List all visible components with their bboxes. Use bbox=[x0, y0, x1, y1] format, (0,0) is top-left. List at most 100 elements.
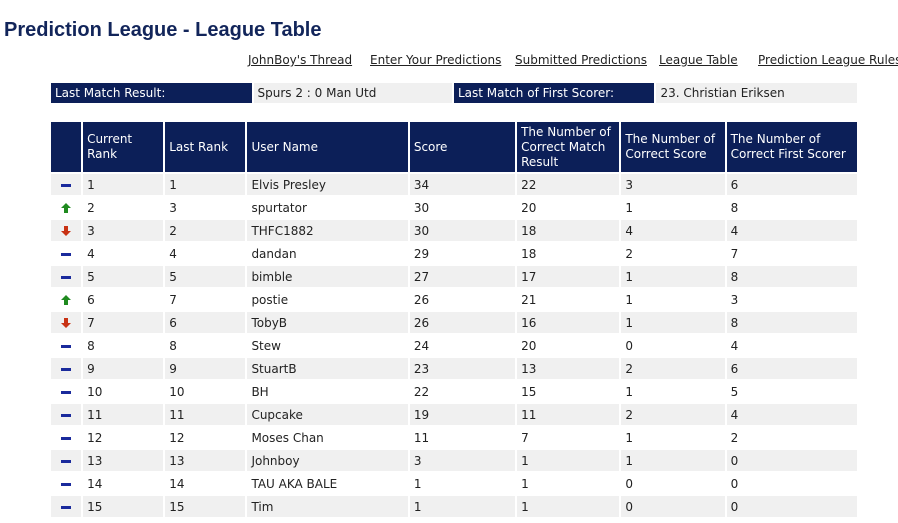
movement-cell bbox=[51, 266, 82, 287]
correct-score-cell: 2 bbox=[621, 358, 725, 379]
correct-scorer-cell: 5 bbox=[726, 381, 857, 402]
last-first-scorer-value: 23. Christian Eriksen bbox=[656, 83, 857, 103]
arrow-up-icon bbox=[60, 202, 72, 214]
correct-result-cell: 1 bbox=[517, 450, 620, 471]
nav-link-league-table[interactable]: League Table bbox=[659, 53, 738, 67]
correct-result-cell: 13 bbox=[517, 358, 620, 379]
last-rank-cell: 6 bbox=[165, 312, 246, 333]
user-name-cell: THFC1882 bbox=[247, 220, 408, 241]
nav-link-enter-predictions[interactable]: Enter Your Predictions bbox=[370, 53, 502, 67]
no-change-icon bbox=[60, 271, 72, 283]
no-change-icon bbox=[60, 409, 72, 421]
arrow-down-icon bbox=[60, 317, 72, 329]
current-rank-cell: 2 bbox=[83, 197, 164, 218]
current-rank-cell: 12 bbox=[83, 427, 164, 448]
table-row: 13 13 Johnboy 3 1 1 0 bbox=[51, 450, 857, 471]
score-cell: 26 bbox=[409, 289, 516, 310]
correct-result-cell: 20 bbox=[517, 335, 620, 356]
last-rank-cell: 5 bbox=[165, 266, 246, 287]
user-name-cell: Tim bbox=[247, 496, 408, 517]
last-rank-cell: 2 bbox=[165, 220, 246, 241]
current-rank-cell: 1 bbox=[83, 174, 164, 195]
table-header-row: Current Rank Last Rank User Name Score T… bbox=[51, 122, 857, 172]
table-row: 2 3 spurtator 30 20 1 8 bbox=[51, 197, 857, 218]
nav-link-johnboys-thread[interactable]: JohnBoy's Thread bbox=[248, 53, 353, 67]
current-rank-cell: 9 bbox=[83, 358, 164, 379]
score-cell: 30 bbox=[409, 220, 516, 241]
correct-score-cell: 4 bbox=[621, 220, 725, 241]
movement-cell bbox=[51, 197, 82, 218]
current-rank-cell: 6 bbox=[83, 289, 164, 310]
correct-result-cell: 11 bbox=[517, 404, 620, 425]
current-rank-cell: 13 bbox=[83, 450, 164, 471]
movement-cell bbox=[51, 496, 82, 517]
correct-scorer-cell: 4 bbox=[726, 335, 857, 356]
last-rank-cell: 14 bbox=[165, 473, 246, 494]
correct-scorer-cell: 3 bbox=[726, 289, 857, 310]
league-table: Current Rank Last Rank User Name Score T… bbox=[49, 120, 859, 519]
score-cell: 11 bbox=[409, 427, 516, 448]
last-rank-cell: 1 bbox=[165, 174, 246, 195]
table-row: 9 9 StuartB 23 13 2 6 bbox=[51, 358, 857, 379]
score-cell: 22 bbox=[409, 381, 516, 402]
correct-scorer-cell: 0 bbox=[726, 450, 857, 471]
user-name-cell: Moses Chan bbox=[247, 427, 408, 448]
user-name-cell: Stew bbox=[247, 335, 408, 356]
score-cell: 1 bbox=[409, 496, 516, 517]
last-rank-cell: 7 bbox=[165, 289, 246, 310]
last-rank-cell: 8 bbox=[165, 335, 246, 356]
no-change-icon bbox=[60, 340, 72, 352]
correct-scorer-cell: 7 bbox=[726, 243, 857, 264]
movement-cell bbox=[51, 427, 82, 448]
correct-result-cell: 17 bbox=[517, 266, 620, 287]
movement-cell bbox=[51, 312, 82, 333]
movement-cell bbox=[51, 174, 82, 195]
current-rank-cell: 11 bbox=[83, 404, 164, 425]
movement-cell bbox=[51, 404, 82, 425]
user-name-cell: TAU AKA BALE bbox=[247, 473, 408, 494]
correct-score-cell: 1 bbox=[621, 381, 725, 402]
correct-scorer-cell: 0 bbox=[726, 496, 857, 517]
movement-cell bbox=[51, 243, 82, 264]
score-cell: 23 bbox=[409, 358, 516, 379]
table-row: 4 4 dandan 29 18 2 7 bbox=[51, 243, 857, 264]
correct-score-cell: 2 bbox=[621, 404, 725, 425]
nav-link-rules[interactable]: Prediction League Rules bbox=[758, 53, 898, 67]
nav-link-submitted-predictions[interactable]: Submitted Predictions bbox=[515, 53, 647, 67]
user-name-cell: postie bbox=[247, 289, 408, 310]
col-header-last-rank: Last Rank bbox=[165, 122, 246, 172]
correct-score-cell: 1 bbox=[621, 312, 725, 333]
movement-cell bbox=[51, 358, 82, 379]
no-change-icon bbox=[60, 363, 72, 375]
top-nav: JohnBoy's Thread Enter Your Predictions … bbox=[0, 53, 898, 71]
last-match-result-label: Last Match Result: bbox=[51, 83, 252, 103]
correct-result-cell: 1 bbox=[517, 496, 620, 517]
col-header-user-name: User Name bbox=[247, 122, 408, 172]
correct-result-cell: 7 bbox=[517, 427, 620, 448]
score-cell: 24 bbox=[409, 335, 516, 356]
correct-scorer-cell: 0 bbox=[726, 473, 857, 494]
correct-result-cell: 15 bbox=[517, 381, 620, 402]
table-row: 3 2 THFC1882 30 18 4 4 bbox=[51, 220, 857, 241]
user-name-cell: StuartB bbox=[247, 358, 408, 379]
user-name-cell: TobyB bbox=[247, 312, 408, 333]
user-name-cell: dandan bbox=[247, 243, 408, 264]
score-cell: 26 bbox=[409, 312, 516, 333]
no-change-icon bbox=[60, 478, 72, 490]
movement-cell bbox=[51, 220, 82, 241]
col-header-score: Score bbox=[409, 122, 516, 172]
col-header-correct-first-scorer: The Number of Correct First Scorer bbox=[726, 122, 857, 172]
no-change-icon bbox=[60, 432, 72, 444]
user-name-cell: Elvis Presley bbox=[247, 174, 408, 195]
score-cell: 34 bbox=[409, 174, 516, 195]
col-header-current-rank: Current Rank bbox=[83, 122, 164, 172]
correct-result-cell: 18 bbox=[517, 243, 620, 264]
last-rank-cell: 4 bbox=[165, 243, 246, 264]
correct-result-cell: 18 bbox=[517, 220, 620, 241]
last-rank-cell: 10 bbox=[165, 381, 246, 402]
score-cell: 1 bbox=[409, 473, 516, 494]
no-change-icon bbox=[60, 179, 72, 191]
correct-score-cell: 2 bbox=[621, 243, 725, 264]
movement-cell bbox=[51, 473, 82, 494]
last-rank-cell: 12 bbox=[165, 427, 246, 448]
